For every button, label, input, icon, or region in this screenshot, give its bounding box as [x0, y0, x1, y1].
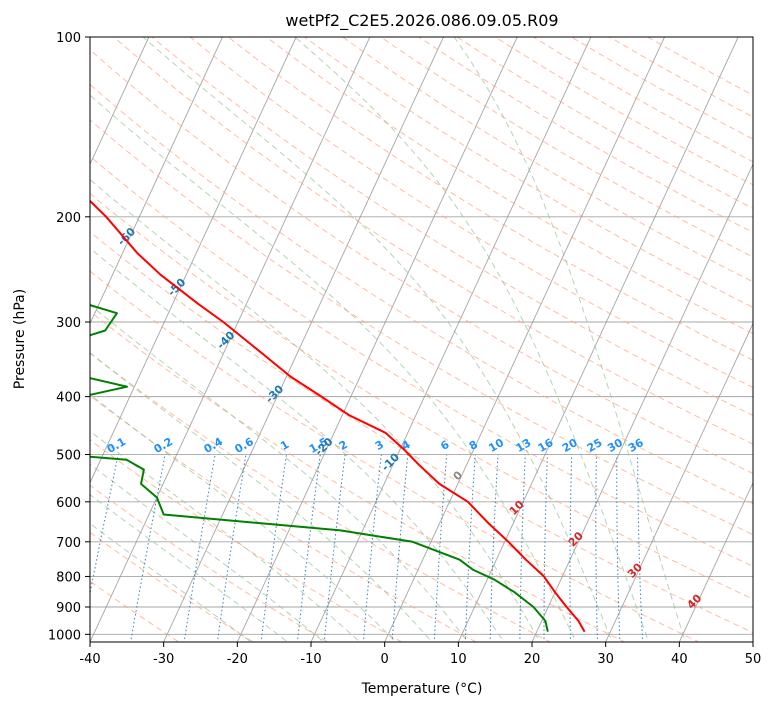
- x-tick-label: -40: [79, 652, 100, 667]
- y-tick-label: 200: [56, 211, 81, 226]
- isotherm: [310, 37, 592, 642]
- mixing-ratio-line: [489, 454, 499, 642]
- mixing-ratio-line: [130, 454, 166, 642]
- isotherm: [90, 37, 371, 642]
- isotherm: [531, 163, 753, 642]
- mixing-ratio-line: [543, 454, 548, 642]
- x-tick-label: 20: [524, 652, 541, 667]
- isotherm: [90, 37, 297, 484]
- dry-adiabat: [90, 231, 753, 634]
- y-tick-label: 300: [56, 316, 81, 331]
- temperature-trace: [90, 199, 586, 633]
- adiabat-label: -80: [10, 133, 33, 156]
- adiabat-label: -70: [64, 177, 87, 200]
- mixing-ratio-line: [391, 454, 409, 642]
- isotherm: [457, 37, 739, 642]
- x-tick-label: 50: [745, 652, 762, 667]
- dry-adiabat: [90, 49, 753, 475]
- dry-adiabat: [90, 270, 701, 642]
- isotherm: [752, 640, 753, 642]
- mixing-ratio-line: [323, 454, 346, 642]
- mixing-ratio-line: [464, 454, 476, 642]
- dry-adiabat: [227, 37, 753, 361]
- x-axis-label: Temperature (°C): [361, 681, 483, 697]
- y-tick-label: 900: [56, 601, 81, 616]
- y-tick-label: 500: [56, 449, 81, 464]
- x-tick-label: 10: [450, 652, 467, 667]
- moist-adiabat: [90, 247, 505, 642]
- y-tick-label: 600: [56, 496, 81, 511]
- mixing-ratio-line: [616, 454, 621, 642]
- dry-adiabat: [379, 37, 753, 258]
- isotherm: [0, 37, 2, 642]
- x-tick-label: 30: [597, 652, 614, 667]
- dewpoint-trace: [90, 304, 549, 632]
- moist-adiabat: [294, 37, 650, 642]
- isotherm: [90, 37, 150, 166]
- isotherm: [384, 37, 665, 642]
- moist-adiabat: [90, 393, 397, 642]
- mixing-ratio-line: [637, 454, 644, 642]
- y-tick-label: 1000: [48, 628, 81, 643]
- dry-adiabat: [90, 192, 753, 600]
- mixing-ratio-line: [569, 454, 573, 642]
- dry-adiabat: [113, 37, 753, 445]
- background-lines: [0, 37, 753, 642]
- y-tick-label: 100: [56, 31, 81, 46]
- y-tick-label: 800: [56, 570, 81, 585]
- y-axis-label: Pressure (hPa): [12, 289, 28, 389]
- mixing-ratio-line: [183, 454, 216, 642]
- moist-adiabat: [90, 304, 469, 642]
- x-tick-label: 40: [671, 652, 688, 667]
- dry-adiabat: [189, 37, 753, 389]
- isotherm: [236, 37, 518, 642]
- dry-adiabat: [90, 395, 478, 642]
- x-tick-label: -10: [300, 652, 321, 667]
- isotherm: [163, 37, 444, 642]
- dry-adiabat: [90, 352, 552, 642]
- x-tick-label: -20: [227, 652, 248, 667]
- moist-adiabat: [90, 94, 577, 642]
- chart-title: wetPf2_C2E5.2026.086.09.05.R09: [285, 11, 558, 31]
- x-axis-ticks: -40 -30 -20 -10 0 10 20 30 40 50: [79, 642, 761, 667]
- mixing-ratio-line: [519, 454, 526, 642]
- mixing-ratio-line: [595, 454, 598, 642]
- dry-adiabat: [90, 531, 255, 642]
- dry-adiabat: [90, 310, 626, 642]
- moist-adiabat: [90, 178, 541, 642]
- dry-adiabat: [90, 439, 403, 642]
- moist-adiabat: [90, 523, 253, 642]
- moist-adiabat: [90, 430, 361, 642]
- plot-frame: [89, 36, 754, 643]
- dry-adiabat: [90, 119, 753, 536]
- y-tick-label: 700: [56, 536, 81, 551]
- dry-adiabat: [303, 37, 753, 309]
- x-tick-label: 0: [381, 652, 389, 667]
- profile-traces: [90, 199, 586, 633]
- dry-adiabat: [341, 37, 753, 283]
- y-axis-ticks: 100 200 300 400 500 600 700 800 900 1000: [48, 31, 90, 643]
- x-tick-label: -30: [153, 652, 174, 667]
- moist-adiabat: [453, 37, 686, 642]
- dry-adiabat: [418, 37, 753, 233]
- isotherm: [605, 322, 753, 642]
- mixing-ratio-line: [296, 454, 321, 642]
- isotherm: [90, 37, 223, 325]
- y-tick-label: 400: [56, 391, 81, 406]
- dry-adiabat: [90, 83, 753, 505]
- plot-area: [90, 37, 753, 642]
- mixing-ratio-line: [216, 454, 247, 642]
- dry-adiabat: [90, 155, 753, 567]
- isotherm: [678, 481, 753, 642]
- mixing-ratio-line: [260, 454, 287, 642]
- dry-adiabat: [265, 37, 753, 335]
- mixing-ratio-line: [362, 454, 382, 642]
- dry-adiabat: [151, 37, 753, 417]
